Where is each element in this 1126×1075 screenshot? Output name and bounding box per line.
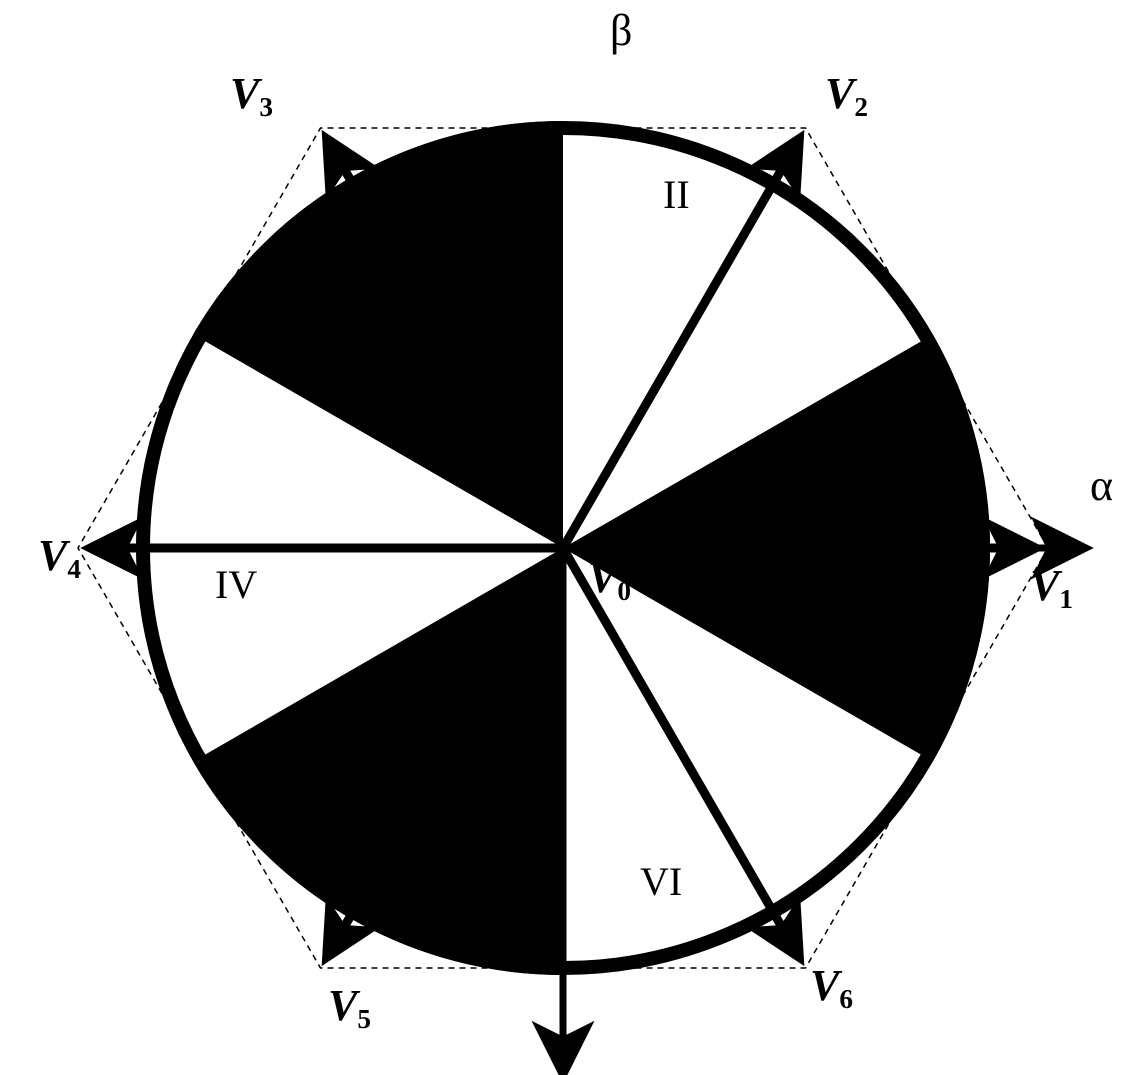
label-v6: V6 [810,961,853,1014]
sector-label: VI [640,859,682,904]
label-axis-beta: β [610,6,632,55]
sector-label: II [663,172,690,217]
label-v1: V1 [1030,561,1073,614]
label-axis-alpha: α [1090,461,1113,510]
space-vector-diagram: V1V2V3V4V5V6V0αβIIIVVI [0,0,1126,1075]
label-v2: V2 [825,69,868,122]
label-v3: V3 [230,69,273,122]
label-v5: V5 [328,981,371,1034]
label-v4: V4 [38,531,81,584]
sector-label: IV [215,562,257,607]
